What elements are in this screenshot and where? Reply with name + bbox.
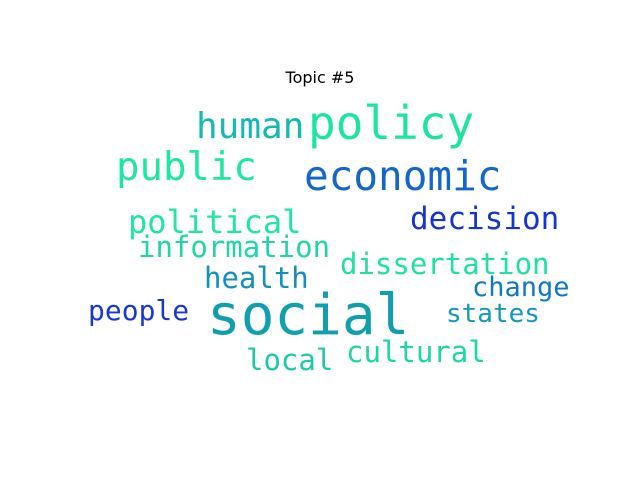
word-decision: decision xyxy=(410,201,560,237)
word-political: political xyxy=(128,203,302,241)
word-economic: economic xyxy=(304,152,502,200)
word-information: information xyxy=(138,230,331,264)
word-public: public xyxy=(116,145,257,190)
chart-title: Topic #5 xyxy=(285,68,355,87)
word-social: social xyxy=(207,283,410,348)
word-cultural: cultural xyxy=(346,335,486,369)
word-change: change xyxy=(472,272,570,303)
word-health: health xyxy=(204,261,309,295)
word-local: local xyxy=(246,343,334,377)
word-dissertation: dissertation xyxy=(340,247,550,281)
word-human: human xyxy=(196,106,305,147)
word-states: states xyxy=(446,299,540,329)
word-people: people xyxy=(88,294,190,327)
word-policy: policy xyxy=(308,96,475,150)
